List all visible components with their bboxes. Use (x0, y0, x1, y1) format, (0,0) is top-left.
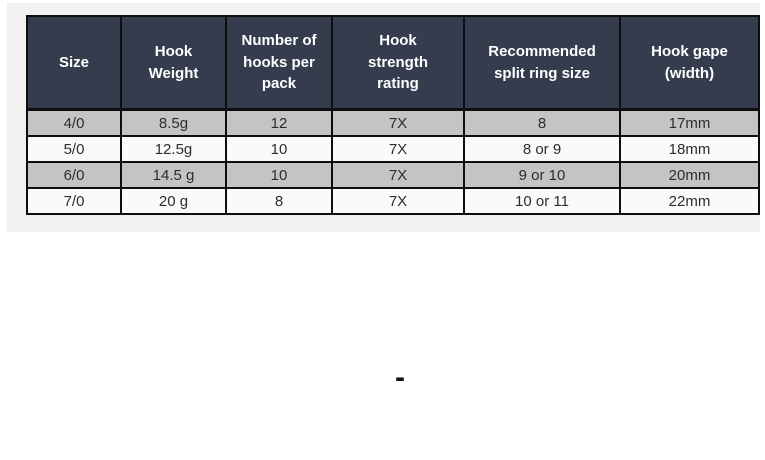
table-body: 4/0 8.5g 12 7X 8 17mm 5/0 12.5g 10 7X 8 … (26, 108, 760, 215)
cell-gape: 22mm (619, 187, 760, 215)
header-cell-hook-weight: Hook Weight (120, 15, 227, 111)
hook-spec-table: Size Hook Weight Number of hooks per pac… (26, 15, 760, 215)
cell-ring: 8 (463, 108, 621, 137)
table-row-5-0: 5/0 12.5g 10 7X 8 or 9 18mm (26, 135, 760, 163)
cell-strength: 7X (331, 135, 465, 163)
cell-count: 12 (225, 108, 333, 137)
header-cell-split-ring-size: Recommended split ring size (463, 15, 621, 111)
cell-strength: 7X (331, 108, 465, 137)
cell-size: 6/0 (26, 161, 122, 189)
cell-size: 4/0 (26, 108, 122, 137)
table-row-4-0: 4/0 8.5g 12 7X 8 17mm (26, 108, 760, 137)
cell-gape: 17mm (619, 108, 760, 137)
cell-size: 5/0 (26, 135, 122, 163)
cell-count: 10 (225, 161, 333, 189)
cell-count: 8 (225, 187, 333, 215)
cell-strength: 7X (331, 187, 465, 215)
header-cell-hooks-per-pack: Number of hooks per pack (225, 15, 333, 111)
cell-weight: 14.5 g (120, 161, 227, 189)
cell-weight: 8.5g (120, 108, 227, 137)
header-cell-strength-rating: Hook strength rating (331, 15, 465, 111)
cell-count: 10 (225, 135, 333, 163)
table-row-6-0: 6/0 14.5 g 10 7X 9 or 10 20mm (26, 161, 760, 189)
cell-ring: 10 or 11 (463, 187, 621, 215)
cell-weight: 12.5g (120, 135, 227, 163)
header-cell-size: Size (26, 15, 122, 111)
cell-size: 7/0 (26, 187, 122, 215)
cell-weight: 20 g (120, 187, 227, 215)
cell-ring: 9 or 10 (463, 161, 621, 189)
cell-strength: 7X (331, 161, 465, 189)
cell-gape: 20mm (619, 161, 760, 189)
dash-mark: - (395, 361, 405, 394)
table-header: Size Hook Weight Number of hooks per pac… (26, 15, 760, 111)
cell-ring: 8 or 9 (463, 135, 621, 163)
table-row-7-0: 7/0 20 g 8 7X 10 or 11 22mm (26, 187, 760, 215)
header-row: Size Hook Weight Number of hooks per pac… (26, 15, 760, 111)
cell-gape: 18mm (619, 135, 760, 163)
header-cell-hook-gape: Hook gape (width) (619, 15, 760, 111)
